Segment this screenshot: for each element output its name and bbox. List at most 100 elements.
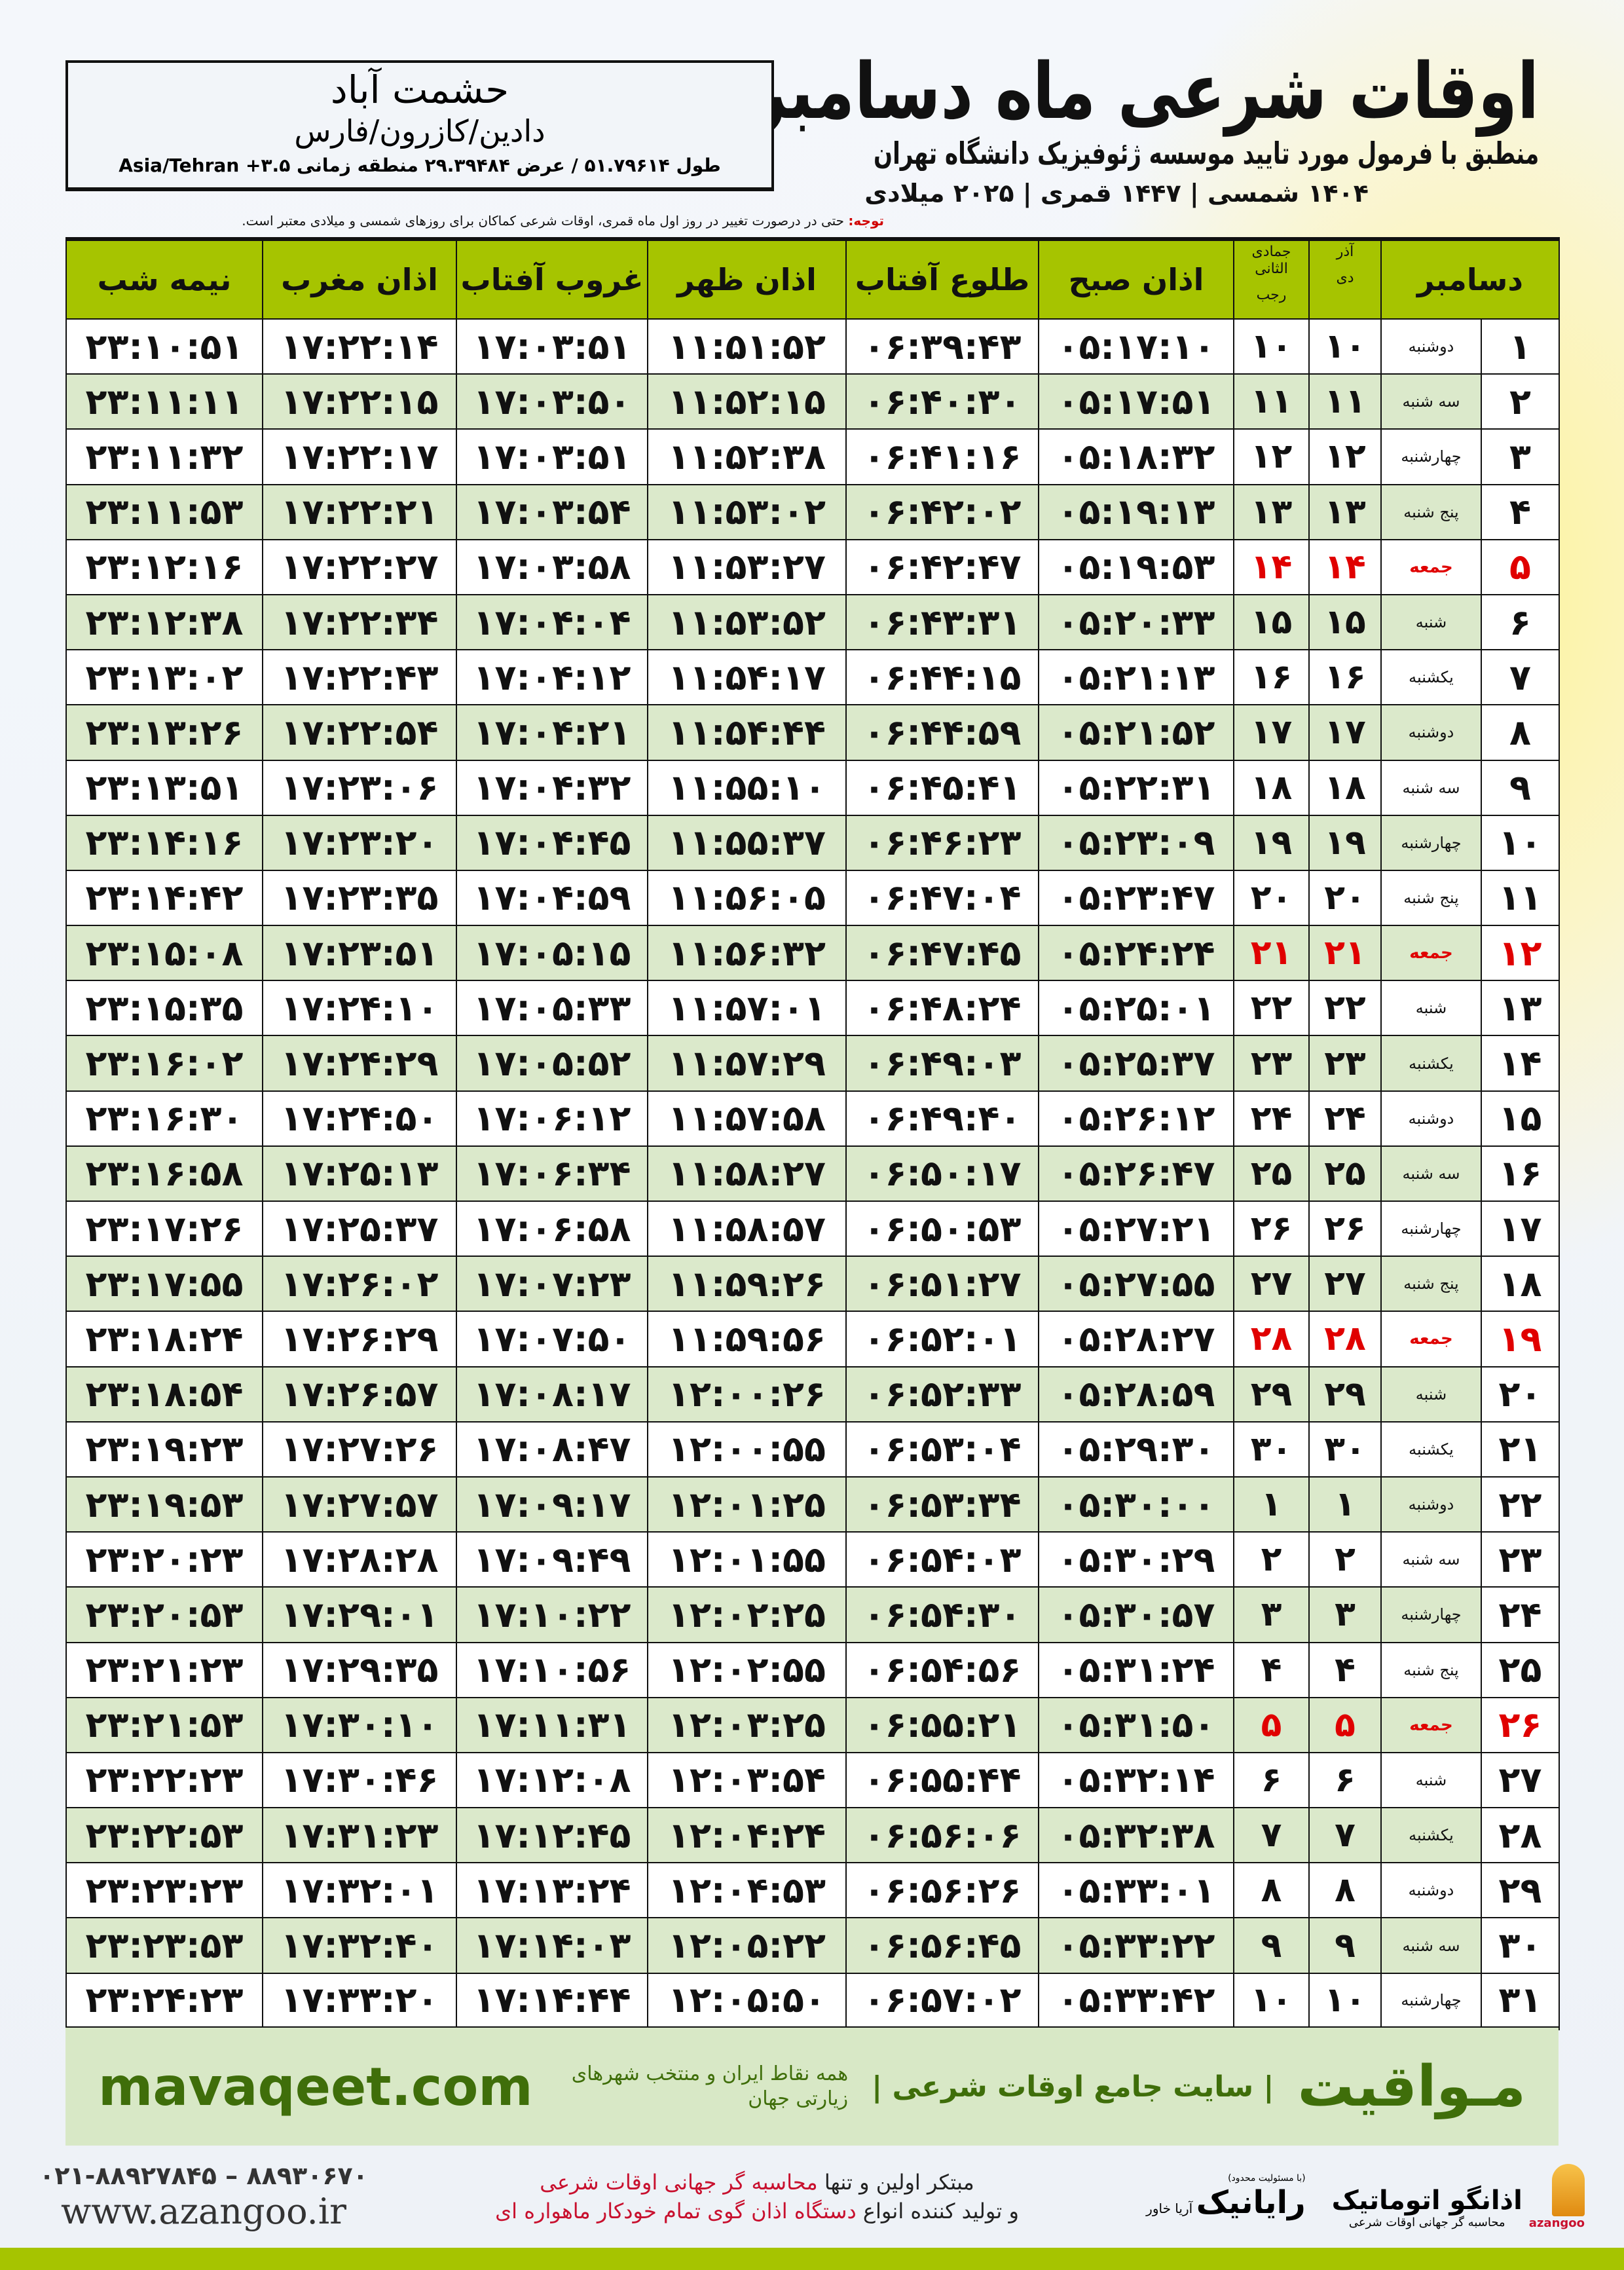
rajab-date: ۱۲ <box>1233 428 1310 485</box>
fajr-time: ۰۵:۳۰:۵۷ <box>1038 1586 1234 1643</box>
midnight-time: ۲۳:۱۸:۲۴ <box>65 1311 263 1368</box>
sunset-time: ۱۷:۰۹:۴۹ <box>456 1531 648 1588</box>
table-row: ۲۴ چهارشنبه ۳ ۳ ۰۵:۳۰:۵۷ ۰۶:۵۴:۳۰ ۱۲:۰۲:۲۵ ۱۷:۱… <box>65 1586 1560 1643</box>
promo-highlight: دستگاه اذان گوی تمام خودکار ماهواره ای <box>495 2199 857 2223</box>
day-number: ۳ <box>1481 428 1560 485</box>
rajab-date: ۲۹ <box>1233 1366 1310 1423</box>
fajr-time: ۰۵:۳۱:۲۴ <box>1038 1641 1234 1698</box>
fajr-time: ۰۵:۲۲:۳۱ <box>1038 759 1234 816</box>
sunset-time: ۱۷:۱۰:۲۲ <box>456 1586 648 1643</box>
weekday: دوشنبه <box>1380 318 1482 375</box>
midnight-time: ۲۳:۱۶:۳۰ <box>65 1090 263 1147</box>
sunrise-time: ۰۶:۴۳:۳۱ <box>845 593 1039 651</box>
table-row: ۲۲ دوشنبه ۱ ۱ ۰۵:۳۰:۰۰ ۰۶:۵۳:۳۴ ۱۲:۰۱:۲۵ ۱۷:۰۹:… <box>65 1476 1560 1533</box>
day-number: ۲۷ <box>1481 1751 1560 1809</box>
sunrise-time: ۰۶:۵۰:۵۳ <box>845 1200 1039 1257</box>
table-row: ۱۴ یکشنبه ۲۳ ۲۳ ۰۵:۲۵:۳۷ ۰۶:۴۹:۰۳ ۱۱:۵۷:۲۹ ۱۷:۰… <box>65 1035 1560 1092</box>
phone-numbers: ۰۲۱-۸۸۹۲۷۸۴۵ – ۸۸۹۳۰۶۷۰ <box>39 2161 368 2190</box>
rajab-date: ۲۸ <box>1233 1311 1310 1368</box>
rajab-date: ۱۶ <box>1233 649 1310 706</box>
sunset-time: ۱۷:۰۴:۴۵ <box>456 814 648 871</box>
rajab-date: ۲۷ <box>1233 1256 1310 1312</box>
table-row: ۴ پنج شنبه ۱۳ ۱۳ ۰۵:۱۹:۱۳ ۰۶:۴۲:۰۲ ۱۱:۵۳:۰۲ ۱۷:… <box>65 483 1560 540</box>
fajr-time: ۰۵:۲۱:۵۲ <box>1038 704 1234 761</box>
dey-date: ۱۹ <box>1308 814 1382 871</box>
header-maghrib: اذان مغرب <box>262 237 457 320</box>
dey-date: ۲ <box>1308 1531 1382 1588</box>
dey-date: ۷ <box>1308 1807 1382 1864</box>
midnight-time: ۲۳:۱۹:۲۳ <box>65 1421 263 1478</box>
dhuhr-time: ۱۱:۵۸:۵۷ <box>647 1200 847 1257</box>
dhuhr-time: ۱۱:۵۴:۱۷ <box>647 649 847 706</box>
sunrise-time: ۰۶:۵۵:۲۱ <box>845 1696 1039 1753</box>
sunset-time: ۱۷:۰۴:۰۴ <box>456 593 648 651</box>
mavaqeet-url[interactable]: mavaqeet.com <box>98 2056 533 2117</box>
coordinates: طول ۵۱.۷۹۶۱۴ / عرض ۲۹.۳۹۴۸۴ منطقه زمانی … <box>119 155 721 176</box>
sunrise-time: ۰۶:۵۲:۰۱ <box>845 1311 1039 1368</box>
rajab-date: ۲۵ <box>1233 1145 1310 1202</box>
sunrise-time: ۰۶:۵۵:۴۴ <box>845 1751 1039 1809</box>
day-number: ۷ <box>1481 649 1560 706</box>
day-number: ۱۴ <box>1481 1035 1560 1092</box>
table-row: ۲۰ شنبه ۲۹ ۲۹ ۰۵:۲۸:۵۹ ۰۶:۵۲:۳۳ ۱۲:۰۰:۲۶ ۱۷:۰۸:… <box>65 1366 1560 1423</box>
location-box: حشمت آباد دادین/کازرون/فارس طول ۵۱.۷۹۶۱۴… <box>65 60 774 191</box>
maghrib-time: ۱۷:۳۰:۴۶ <box>262 1751 457 1809</box>
maghrib-time: ۱۷:۲۶:۰۲ <box>262 1256 457 1312</box>
table-row: ۸ دوشنبه ۱۷ ۱۷ ۰۵:۲۱:۵۲ ۰۶:۴۴:۵۹ ۱۱:۵۴:۴۴ ۱۷:۰۴… <box>65 704 1560 761</box>
day-number: ۱۱ <box>1481 869 1560 927</box>
sunrise-time: ۰۶:۴۷:۴۵ <box>845 925 1039 982</box>
bottom-bar <box>0 2248 1624 2270</box>
dhuhr-time: ۱۱:۵۷:۵۸ <box>647 1090 847 1147</box>
rajab-date: ۲۳ <box>1233 1035 1310 1092</box>
dhuhr-time: ۱۱:۵۳:۵۲ <box>647 593 847 651</box>
table-row: ۶ شنبه ۱۵ ۱۵ ۰۵:۲۰:۳۳ ۰۶:۴۳:۳۱ ۱۱:۵۳:۵۲ ۱۷:۰۴:۰… <box>65 593 1560 651</box>
rajab-date: ۱ <box>1233 1476 1310 1533</box>
sunset-time: ۱۷:۰۹:۱۷ <box>456 1476 648 1533</box>
fajr-time: ۰۵:۲۴:۲۴ <box>1038 925 1234 982</box>
table-row: ۱۳ شنبه ۲۲ ۲۲ ۰۵:۲۵:۰۱ ۰۶:۴۸:۲۴ ۱۱:۵۷:۰۱ ۱۷:۰۵:… <box>65 980 1560 1037</box>
rayanik-sub: آریا خاور <box>1146 2201 1193 2216</box>
mosque-dome-icon <box>1552 2163 1585 2216</box>
sunrise-time: ۰۶:۵۶:۰۶ <box>845 1807 1039 1864</box>
day-number: ۱۹ <box>1481 1311 1560 1368</box>
day-number: ۲ <box>1481 373 1560 430</box>
table-row: ۷ یکشنبه ۱۶ ۱۶ ۰۵:۲۱:۱۳ ۰۶:۴۴:۱۵ ۱۱:۵۴:۱۷ ۱۷:۰۴… <box>65 649 1560 706</box>
page-title: اوقات شرعی ماه دسامبر <box>750 46 1539 136</box>
maghrib-time: ۱۷:۲۳:۳۵ <box>262 869 457 927</box>
midnight-time: ۲۳:۱۱:۱۱ <box>65 373 263 430</box>
rajab-date: ۲۰ <box>1233 869 1310 927</box>
header-fajr: اذان صبح <box>1038 237 1234 320</box>
maghrib-time: ۱۷:۲۳:۲۰ <box>262 814 457 871</box>
maghrib-time: ۱۷:۲۵:۱۳ <box>262 1145 457 1202</box>
maghrib-time: ۱۷:۲۳:۰۶ <box>262 759 457 816</box>
rajab-date: ۴ <box>1233 1641 1310 1698</box>
sunrise-time: ۰۶:۴۹:۰۳ <box>845 1035 1039 1092</box>
sunset-time: ۱۷:۰۵:۳۳ <box>456 980 648 1037</box>
rayanik-note: (با مسئولیت محدود) <box>1228 2173 1306 2184</box>
city-name: حشمت آباد <box>330 67 509 112</box>
sunrise-time: ۰۶:۵۳:۰۴ <box>845 1421 1039 1478</box>
dey-date: ۱۲ <box>1308 428 1382 485</box>
header-sunrise: طلوع آفتاب <box>845 237 1039 320</box>
maghrib-time: ۱۷:۲۲:۲۱ <box>262 483 457 540</box>
sunset-time: ۱۷:۰۶:۵۸ <box>456 1200 648 1257</box>
fajr-time: ۰۵:۳۰:۲۹ <box>1038 1531 1234 1588</box>
note-text: حتی در درصورت تغییر در روز اول ماه قمری،… <box>242 213 849 229</box>
sunrise-time: ۰۶:۵۶:۴۵ <box>845 1917 1039 1974</box>
fajr-time: ۰۵:۲۸:۵۹ <box>1038 1366 1234 1423</box>
header-azar: آذر <box>1336 244 1354 260</box>
fajr-time: ۰۵:۲۱:۱۳ <box>1038 649 1234 706</box>
midnight-time: ۲۳:۱۵:۳۵ <box>65 980 263 1037</box>
rajab-date: ۱۸ <box>1233 759 1310 816</box>
fajr-time: ۰۵:۲۳:۰۹ <box>1038 814 1234 871</box>
maghrib-time: ۱۷:۳۰:۱۰ <box>262 1696 457 1753</box>
day-number: ۳۰ <box>1481 1917 1560 1974</box>
rajab-date: ۲۲ <box>1233 980 1310 1037</box>
dhuhr-time: ۱۲:۰۰:۲۶ <box>647 1366 847 1423</box>
maghrib-time: ۱۷:۳۱:۲۳ <box>262 1807 457 1864</box>
sunrise-time: ۰۶:۴۷:۰۴ <box>845 869 1039 927</box>
header-sunset: غروب آفتاب <box>456 237 648 320</box>
note-label: توجه: <box>848 213 884 229</box>
azangoo-website[interactable]: www.azangoo.ir <box>60 2191 346 2232</box>
fajr-time: ۰۵:۲۶:۴۷ <box>1038 1145 1234 1202</box>
